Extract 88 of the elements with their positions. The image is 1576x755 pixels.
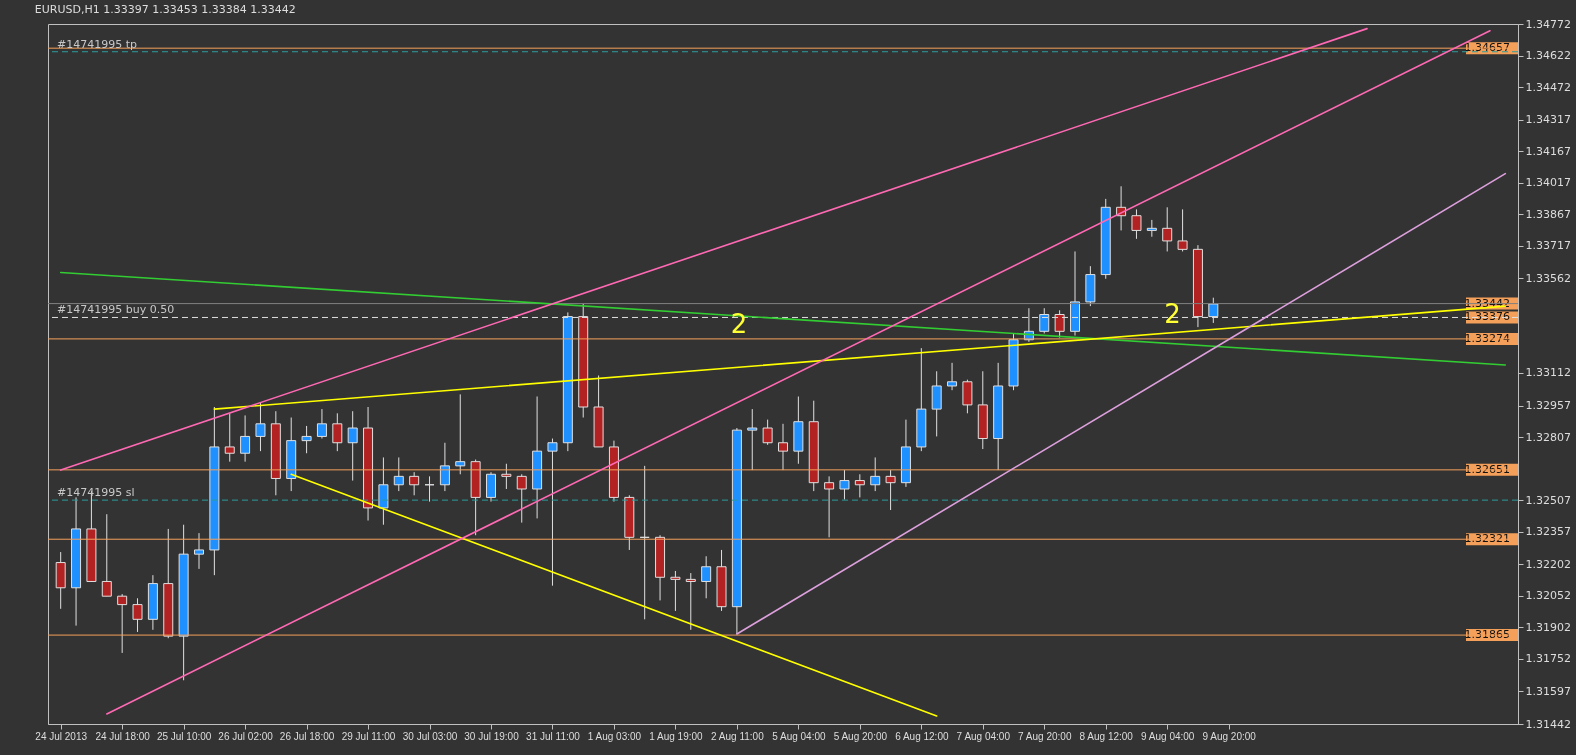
candlestick [486, 471, 496, 503]
candlestick [947, 362, 958, 391]
candlestick [455, 393, 466, 475]
candlestick [1162, 206, 1173, 252]
candlestick [332, 412, 343, 452]
x-tick-label: 2 Aug 11:00 [711, 730, 765, 742]
y-tick-label: 1.31902 [1525, 620, 1571, 634]
annotation: 1.33442 [1464, 296, 1510, 310]
y-tick-label: 1.33562 [1525, 271, 1571, 285]
candlestick [516, 473, 527, 524]
candlestick [393, 456, 404, 492]
candlestick [1177, 208, 1188, 252]
x-tick-label: 30 Jul 03:00 [402, 730, 458, 742]
candlestick [301, 425, 312, 454]
y-tick-label: 1.31752 [1525, 652, 1571, 666]
x-tick-label: 1 Aug 03:00 [587, 730, 642, 742]
candlestick [778, 423, 788, 471]
y-tick-label: 1.34622 [1525, 49, 1571, 63]
candlestick [670, 570, 681, 612]
y-tick-label: 1.32957 [1525, 399, 1571, 413]
candlestick [870, 456, 881, 492]
y-tick-label: 1.32507 [1525, 493, 1571, 507]
x-tick-label: 24 Jul 18:00 [95, 730, 151, 742]
chart-title: EURUSD,H1 1.33397 1.33453 1.33384 1.33442 [34, 3, 296, 16]
y-tick-label: 1.32357 [1525, 525, 1571, 539]
y-tick-label: 1.32202 [1525, 557, 1571, 571]
candlestick [132, 597, 143, 633]
x-tick-label: 24 Jul 2013 [35, 730, 88, 742]
candlestick [762, 419, 773, 446]
candlestick [839, 469, 850, 500]
candlestick [547, 438, 558, 587]
y-tick-label: 1.32052 [1525, 589, 1571, 603]
x-tick-label: 5 Aug 04:00 [772, 730, 826, 742]
y-tick-label: 1.31597 [1525, 684, 1571, 698]
x-tick-label: 26 Jul 18:00 [279, 730, 335, 742]
candlestick [854, 473, 865, 498]
x-tick-label: 1 Aug 19:00 [649, 730, 704, 742]
candlestick [685, 572, 696, 631]
candlestick [240, 414, 251, 463]
candlestick [701, 555, 712, 599]
ref-line-label: #14741995 tp [57, 37, 138, 51]
x-tick-label: 8 Aug 12:00 [1079, 730, 1134, 742]
x-tick-label: 7 Aug 20:00 [1018, 730, 1072, 742]
candlestick [1131, 208, 1142, 240]
candlestick [224, 412, 235, 463]
annotation: 1.32651 [1464, 462, 1510, 476]
ref-line-label: #14741995 buy 0.50 [57, 303, 175, 317]
y-tick-label: 1.33112 [1525, 366, 1571, 380]
annotation: 1.34657 [1464, 41, 1510, 55]
candlestick [101, 513, 112, 597]
x-tick-label: 25 Jul 10:00 [156, 730, 212, 742]
candlestick [378, 456, 389, 526]
candlestick [316, 408, 327, 440]
y-tick-label: 1.34017 [1525, 176, 1571, 190]
x-tick-label: 7 Aug 04:00 [956, 730, 1011, 742]
annotation: 2 [730, 309, 748, 339]
y-tick-label: 1.31442 [1525, 717, 1571, 731]
candlestick [439, 442, 450, 492]
candlestick [194, 532, 204, 570]
annotation: 1.33274 [1464, 331, 1510, 345]
x-tick-label: 29 Jul 11:00 [341, 730, 396, 742]
candlestick [885, 469, 896, 511]
ref-line-label: #14741995 sl [57, 486, 135, 500]
x-tick-label: 9 Aug 20:00 [1202, 730, 1257, 742]
y-tick-label: 1.32807 [1525, 430, 1571, 444]
candlestick [255, 402, 266, 452]
candlestick [962, 379, 973, 414]
candlestick [747, 408, 758, 471]
x-tick-label: 5 Aug 20:00 [833, 730, 888, 742]
y-tick-label: 1.34772 [1525, 17, 1571, 31]
candlestick [501, 463, 512, 490]
x-tick-label: 6 Aug 12:00 [895, 730, 949, 742]
x-tick-label: 9 Aug 04:00 [1141, 730, 1195, 742]
annotation: 1.32321 [1464, 532, 1510, 546]
candlestick [117, 593, 128, 654]
y-tick-label: 1.33717 [1525, 239, 1571, 253]
x-tick-label: 26 Jul 02:00 [218, 730, 274, 742]
candlestick [409, 471, 420, 496]
x-tick-label: 30 Jul 19:00 [464, 730, 520, 742]
candlestick [931, 370, 942, 437]
candlestick [824, 475, 835, 538]
annotation: 1.31865 [1464, 628, 1510, 642]
y-tick-label: 1.33867 [1525, 207, 1571, 221]
y-tick-label: 1.34167 [1525, 144, 1571, 158]
y-tick-label: 1.34472 [1525, 80, 1571, 94]
y-tick-label: 1.34317 [1525, 113, 1571, 127]
candlestick [347, 410, 358, 482]
x-tick-label: 31 Jul 11:00 [526, 730, 581, 742]
